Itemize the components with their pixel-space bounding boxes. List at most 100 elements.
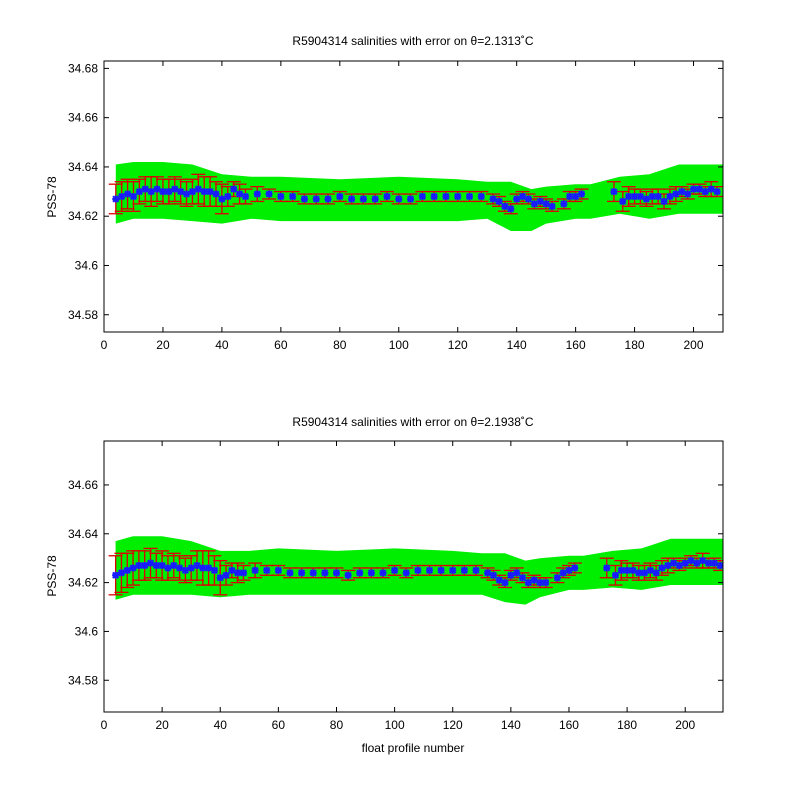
salinity-marker: [695, 185, 703, 193]
salinity-marker: [524, 579, 532, 587]
y-tick-label: 34.6: [75, 258, 99, 272]
salinity-marker: [654, 192, 662, 201]
salinity-marker: [336, 192, 344, 201]
salinity-marker: [414, 566, 422, 574]
salinity-marker: [652, 569, 660, 577]
salinity-marker: [660, 197, 668, 205]
salinity-marker: [678, 188, 686, 196]
y-tick-label: 34.58: [68, 673, 98, 687]
salinity-marker: [542, 579, 550, 587]
x-tick-label: 160: [559, 718, 579, 732]
salinity-marker: [477, 192, 485, 201]
salinity-marker: [642, 195, 650, 203]
x-tick-label: 180: [617, 718, 637, 732]
salinity-marker: [356, 569, 364, 577]
salinity-marker: [289, 192, 297, 201]
salinity-marker: [309, 569, 317, 577]
salinity-marker: [518, 574, 526, 582]
salinity-marker: [648, 192, 656, 201]
salinity-marker: [699, 557, 707, 565]
salinity-marker: [572, 192, 580, 201]
salinity-marker: [153, 185, 161, 193]
salinity-marker: [559, 569, 567, 577]
salinity-marker: [430, 192, 438, 201]
x-tick-label: 60: [274, 338, 288, 352]
salinity-marker: [298, 569, 306, 577]
y-tick-label: 34.64: [68, 527, 98, 541]
salinity-marker: [610, 188, 618, 196]
salinity-marker: [158, 562, 166, 570]
salinity-marker: [165, 188, 173, 196]
salinity-marker: [239, 569, 248, 577]
salinity-marker: [379, 569, 387, 577]
salinity-marker: [484, 569, 492, 577]
x-tick-label: 120: [448, 338, 468, 352]
salinity-marker: [690, 185, 698, 193]
x-tick-label: 40: [215, 338, 229, 352]
axes-frame: [103, 440, 724, 713]
salinity-marker: [629, 566, 637, 574]
salinity-marker: [117, 569, 125, 577]
salinity-marker: [118, 192, 126, 201]
y-tick-label: 34.66: [68, 111, 98, 125]
salinity-marker: [664, 562, 672, 570]
salinity-marker: [253, 190, 261, 198]
salinity-marker: [670, 559, 678, 567]
salinity-marker: [542, 200, 550, 208]
salinity-marker: [646, 566, 654, 574]
salinity-marker: [348, 195, 356, 203]
salinity-marker: [395, 195, 403, 203]
x-tick-label: 20: [156, 338, 170, 352]
salinity-marker: [224, 192, 232, 201]
salinity-marker: [193, 562, 201, 570]
x-tick-label: 140: [507, 338, 527, 352]
salinity-marker: [141, 562, 149, 570]
salinity-marker: [263, 566, 271, 574]
salinity-marker: [641, 569, 649, 577]
salinity-marker: [222, 571, 230, 579]
salinity-marker: [152, 562, 160, 570]
salinity-marker: [713, 188, 721, 196]
x-tick-label: 0: [101, 338, 108, 352]
salinity-marker: [112, 571, 120, 579]
salinity-marker: [465, 192, 474, 201]
salinity-marker: [234, 569, 242, 577]
salinity-marker: [571, 564, 579, 572]
salinity-marker: [188, 188, 196, 196]
salinity-marker: [371, 195, 379, 203]
salinity-marker: [418, 192, 426, 201]
salinity-marker: [359, 195, 367, 203]
salinity-marker: [170, 562, 178, 570]
salinity-marker: [631, 192, 639, 201]
bottom-plot: R5904314 salinities with error on θ=2.19…: [45, 415, 724, 732]
salinity-marker: [391, 566, 399, 574]
salinity-marker: [129, 192, 137, 201]
salinity-marker: [181, 566, 189, 574]
salinity-marker: [437, 566, 445, 574]
y-tick-label: 34.68: [68, 61, 98, 75]
salinity-marker: [603, 564, 611, 572]
x-tick-label: 120: [443, 718, 463, 732]
y-tick-label: 34.66: [68, 478, 98, 492]
salinity-marker: [560, 200, 568, 208]
salinity-marker: [407, 195, 415, 203]
salinity-marker: [449, 566, 457, 574]
salinity-marker: [704, 559, 712, 567]
salinity-marker: [129, 564, 137, 572]
salinity-marker: [536, 579, 544, 587]
y-tick-label: 34.62: [68, 209, 98, 223]
salinity-marker: [530, 576, 538, 584]
x-tick-label: 20: [155, 718, 169, 732]
salinity-marker: [205, 564, 213, 572]
salinity-marker: [124, 190, 132, 198]
salinity-marker: [507, 571, 515, 579]
salinity-marker: [454, 192, 462, 201]
y-tick-label: 34.62: [68, 576, 98, 590]
salinity-marker: [495, 576, 503, 584]
salinity-marker: [312, 195, 320, 203]
salinity-marker: [710, 559, 718, 567]
axes-frame: [103, 60, 724, 333]
y-tick-label: 34.58: [68, 308, 98, 322]
salinity-marker: [236, 190, 244, 198]
x-tick-label: 80: [330, 718, 344, 732]
